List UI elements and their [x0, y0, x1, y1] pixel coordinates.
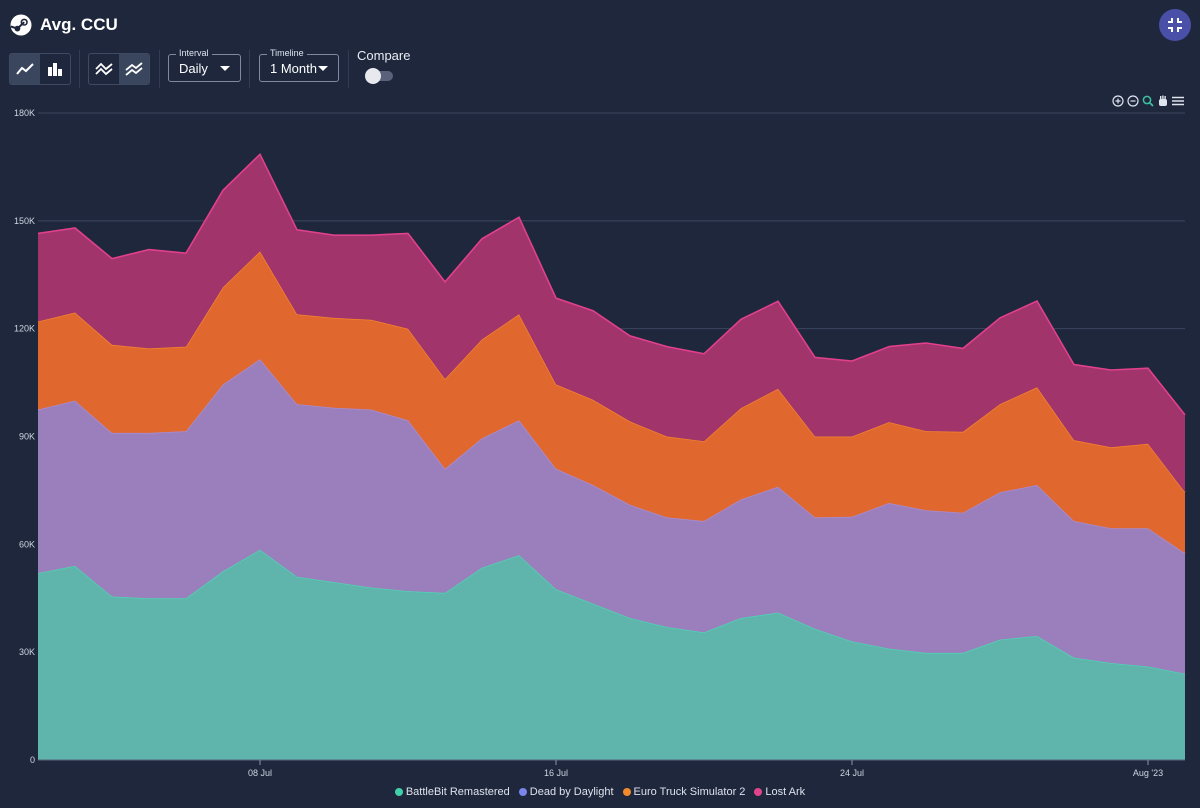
legend-label: Lost Ark	[765, 786, 806, 798]
chevron-down-icon	[318, 65, 328, 71]
bar-chart-button[interactable]	[40, 54, 70, 84]
zoom-select-icon[interactable]	[1142, 94, 1154, 107]
bar-chart-icon	[48, 63, 62, 76]
series-area-1	[38, 359, 1185, 674]
x-tick-label: 16 Jul	[544, 768, 568, 778]
x-tick-label: 24 Jul	[840, 768, 864, 778]
toolbar-divider	[249, 50, 250, 88]
legend-marker	[518, 788, 527, 796]
compare-label: Compare	[357, 48, 411, 63]
chart-mode-toggle	[88, 53, 150, 85]
legend-item[interactable]: Euro Truck Simulator 2	[622, 786, 746, 798]
legend-item[interactable]: Dead by Daylight	[518, 786, 614, 798]
y-tick-label: 30K	[19, 647, 35, 657]
chevron-down-icon	[220, 65, 230, 71]
y-tick-label: 180K	[14, 108, 35, 118]
toolbar-divider	[79, 50, 80, 88]
overlap-mode-button[interactable]	[89, 54, 119, 84]
zoom-in-icon[interactable]	[1112, 94, 1124, 107]
y-tick-label: 150K	[14, 216, 35, 226]
stacked-lines-icon	[125, 62, 143, 76]
legend-marker	[622, 788, 631, 796]
interval-label: Interval	[176, 48, 212, 58]
series-area-3	[38, 154, 1185, 493]
overlap-lines-icon	[95, 62, 113, 76]
interval-select[interactable]: Interval Daily	[168, 48, 241, 82]
chart-header: Avg. CCU	[10, 12, 118, 38]
steam-logo-icon	[10, 14, 32, 36]
y-tick-label: 0	[30, 755, 35, 765]
toolbar-divider	[348, 50, 349, 88]
chart-tools	[1112, 94, 1184, 107]
menu-icon[interactable]	[1172, 94, 1184, 106]
legend-item[interactable]: BattleBit Remastered	[394, 786, 510, 798]
timeline-label: Timeline	[267, 48, 307, 58]
pan-hand-icon[interactable]	[1157, 94, 1169, 106]
chart-type-toggle	[9, 53, 71, 85]
timeline-value: 1 Month	[270, 60, 317, 76]
collapse-icon	[1168, 18, 1182, 32]
y-tick-label: 120K	[14, 324, 35, 334]
timeline-select[interactable]: Timeline 1 Month	[259, 48, 339, 82]
chart-legend: BattleBit Remastered Dead by Daylight Euro…	[0, 786, 1200, 798]
legend-marker	[754, 788, 763, 796]
interval-value: Daily	[179, 60, 208, 76]
legend-label: Euro Truck Simulator 2	[633, 786, 746, 798]
x-tick-label: Aug '23	[1133, 768, 1163, 778]
series-area-2	[38, 251, 1185, 554]
legend-label: BattleBit Remastered	[405, 786, 510, 798]
legend-label: Dead by Daylight	[529, 786, 614, 798]
legend-item[interactable]: Lost Ark	[754, 786, 805, 798]
toolbar-divider	[159, 50, 160, 88]
series-area-0	[38, 549, 1185, 760]
chart-title: Avg. CCU	[40, 15, 118, 34]
y-tick-label: 60K	[19, 539, 35, 549]
series-line-3	[37, 152, 1186, 416]
collapse-button[interactable]	[1159, 9, 1191, 41]
x-tick-label: 08 Jul	[248, 768, 272, 778]
toggle-knob	[365, 68, 381, 84]
legend-marker	[394, 788, 403, 796]
line-chart-button[interactable]	[10, 54, 40, 84]
line-chart-icon	[16, 63, 34, 75]
compare-toggle[interactable]	[365, 68, 393, 84]
zoom-out-icon[interactable]	[1127, 94, 1139, 107]
y-tick-label: 90K	[19, 432, 35, 442]
stacked-mode-button[interactable]	[119, 54, 149, 84]
